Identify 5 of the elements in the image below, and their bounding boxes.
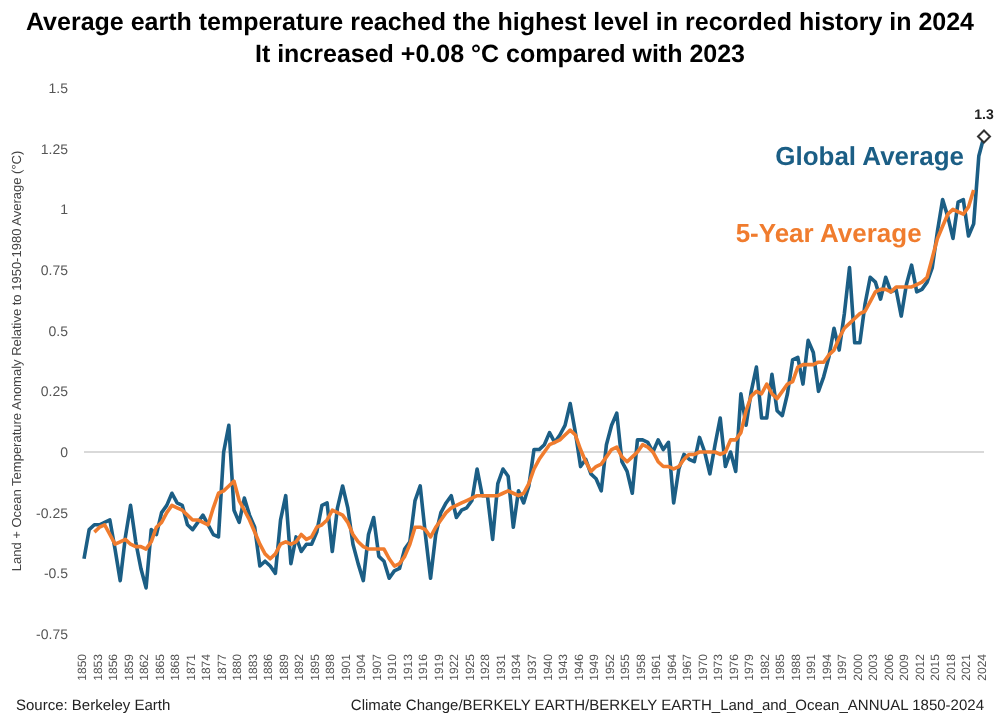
chart-subtitle: It increased +0.08 °C compared with 2023 <box>252 38 748 70</box>
series-label: Global Average <box>775 140 964 171</box>
series-label: 5-Year Average <box>735 217 922 248</box>
chart-title: Average earth temperature reached the highest level in recorded history in 2024 <box>23 6 977 38</box>
line-series <box>92 188 976 568</box>
